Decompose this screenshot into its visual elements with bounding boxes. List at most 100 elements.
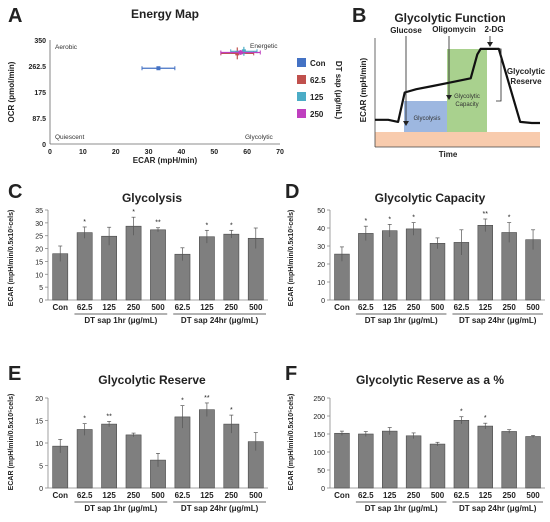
category-label: 250: [407, 303, 421, 312]
y-tick-label: 50: [317, 468, 325, 475]
bar: [101, 423, 117, 489]
y-tick-label: 15: [35, 259, 43, 266]
label-reserve-2: Reserve: [510, 77, 542, 86]
legend-swatch-125: [297, 92, 306, 101]
significance-mark: *: [388, 216, 391, 223]
group-label: DT sap 1hr (μg/mL): [84, 316, 157, 325]
arrow-glucose-head: [403, 121, 409, 126]
point-62.5: [235, 51, 240, 56]
panel-a-points: [141, 46, 261, 71]
significance-mark: *: [83, 219, 86, 226]
legend-title: DT sap (μg/mL): [334, 61, 343, 120]
category-label: Con: [52, 491, 68, 500]
category-label: 250: [225, 303, 239, 312]
significance-mark: *: [484, 415, 487, 422]
bar: [525, 436, 541, 489]
group-label: DT sap 24hr (μg/mL): [459, 504, 537, 513]
legend-label-250: 250: [310, 110, 324, 119]
category-label: 62.5: [77, 491, 93, 500]
significance-mark: **: [204, 395, 210, 402]
significance-mark: *: [181, 398, 184, 405]
panel-a-ticks: 0 10 20 30 40 50 60 70 0 87.5 175 262.5 350: [28, 38, 284, 156]
bar: [199, 409, 215, 489]
panel-b-curve: [375, 47, 540, 125]
panel-d-ylabel: ECAR (mpH/min/0.5x10⁵cels): [288, 210, 295, 307]
injection-2dg: 2-DG: [484, 25, 503, 34]
y-tick-label: 10: [317, 280, 325, 287]
panel-b-title: Glycolytic Function: [394, 11, 505, 25]
bar: [125, 434, 142, 489]
bar: [334, 432, 350, 489]
significance-mark: **: [155, 220, 161, 227]
category-label: 500: [151, 303, 165, 312]
category-label: 500: [431, 491, 445, 500]
legend-swatch-62: [297, 75, 306, 84]
group-label: DT sap 24hr (μg/mL): [181, 316, 259, 325]
category-label: 250: [225, 491, 239, 500]
panel-c-letter: C: [8, 181, 22, 203]
panel-a-y-tick-label: 87.5: [32, 116, 46, 123]
label-reserve-1: Glycolytic: [507, 67, 546, 76]
panel-e: E Glycolytic Reserve ECAR (mpH/min/0.5x1…: [8, 363, 268, 513]
bar: [382, 430, 398, 489]
category-label: Con: [52, 303, 68, 312]
y-tick-label: 5: [39, 464, 43, 471]
point-125: [241, 49, 246, 54]
bar: [223, 233, 240, 301]
bar: [501, 232, 517, 301]
significance-mark: *: [412, 215, 415, 222]
category-label: Con: [334, 491, 350, 500]
y-tick-label: 5: [39, 285, 43, 292]
category-label: 62.5: [358, 303, 374, 312]
capacity-region: [447, 49, 487, 132]
significance-mark: *: [83, 416, 86, 423]
category-label: 125: [102, 491, 116, 500]
category-label: 500: [249, 491, 263, 500]
panel-a-y-tick-label: 0: [42, 142, 46, 149]
injection-oligomycin: Oligomycin: [432, 25, 476, 34]
y-tick-label: 150: [313, 432, 325, 439]
category-label: 62.5: [175, 491, 191, 500]
panel-c: C Glycolysis ECAR (mpH/min/0.5x10⁵cels) …: [8, 181, 268, 325]
panel-d-chart: 0 10 20 30 40 50 Con * 62.5 * 125 * 250 500 62.5 ** 125 *…: [317, 208, 545, 325]
panel-d-title: Glycolytic Capacity: [375, 191, 486, 205]
quadrant-aerobic: Aerobic: [55, 44, 78, 51]
bar: [76, 232, 93, 301]
y-tick-label: 25: [35, 234, 43, 241]
bar: [477, 425, 493, 489]
panel-c-ylabel: ECAR (mpH/min/0.5x10⁵cels): [8, 210, 15, 307]
y-tick-label: 15: [35, 419, 43, 426]
category-label: 250: [502, 303, 516, 312]
quadrant-quiescent: Quiescent: [55, 134, 84, 141]
panel-b-ylabel: ECAR (mpH/min): [359, 57, 368, 122]
y-tick-label: 35: [35, 208, 43, 215]
significance-mark: **: [483, 211, 489, 218]
arrow-oligomycin-head: [446, 95, 452, 100]
panel-a-y-tick-label: 262.5: [28, 64, 46, 71]
group-label: DT sap 1hr (μg/mL): [365, 316, 438, 325]
bar: [477, 225, 493, 301]
bar: [405, 435, 422, 489]
quadrant-energetic: Energetic: [250, 43, 278, 50]
panel-a-x-tick-label: 0: [48, 149, 52, 156]
category-label: 500: [431, 303, 445, 312]
panel-a-x-tick-label: 60: [243, 149, 251, 156]
panel-c-chart: 0 5 10 15 20 25 30 35 Con * 62.5 125 * 250 ** 500 62.5 * 1…: [35, 208, 268, 325]
significance-mark: *: [230, 222, 233, 229]
panel-a-ylabel: OCR (pmol/min): [7, 61, 16, 122]
significance-mark: *: [206, 222, 209, 229]
label-capacity-2: Capacity: [455, 102, 478, 108]
panel-e-title: Glycolytic Reserve: [98, 373, 206, 387]
category-label: 500: [249, 303, 263, 312]
label-capacity-1: Glycolytic: [454, 94, 480, 100]
category-label: 250: [502, 491, 516, 500]
y-tick-label: 20: [35, 396, 43, 403]
point-Con: [156, 66, 161, 71]
bar: [174, 253, 191, 301]
panel-c-title: Glycolysis: [122, 191, 182, 205]
category-label: 125: [479, 491, 493, 500]
y-tick-label: 10: [35, 441, 43, 448]
panel-b-letter: B: [352, 5, 366, 27]
panel-a-letter: A: [8, 5, 22, 27]
